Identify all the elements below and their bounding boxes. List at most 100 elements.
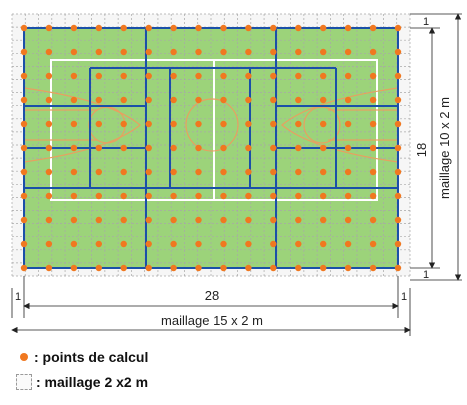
legend-points-label: : points de calcul [34, 349, 149, 365]
calc-point [70, 72, 78, 80]
calc-point [95, 96, 103, 104]
calc-point [195, 24, 202, 32]
calc-point [145, 264, 152, 272]
calc-point [120, 120, 127, 128]
dimension-height [410, 13, 462, 281]
dimension-width [11, 276, 411, 336]
calc-point [120, 144, 127, 152]
calc-point [369, 192, 377, 200]
calc-point [295, 216, 302, 224]
calc-point [245, 264, 252, 272]
calc-point [344, 264, 352, 272]
calc-point [20, 48, 28, 56]
calc-point [369, 48, 377, 56]
field-height-label: 18 [414, 143, 429, 157]
calc-point [369, 240, 377, 248]
calc-point [170, 192, 177, 200]
calc-point [270, 144, 277, 152]
field-width-label: 28 [205, 288, 219, 303]
calc-point [220, 72, 227, 80]
calc-point [220, 96, 227, 104]
calc-point [95, 72, 103, 80]
calc-point [245, 192, 252, 200]
calc-point [20, 168, 28, 176]
calc-point [220, 120, 227, 128]
calc-point [70, 24, 78, 32]
legend-grid-label: : maillage 2 x2 m [36, 374, 149, 390]
calc-point [394, 264, 402, 272]
calc-point [220, 264, 227, 272]
calc-point [95, 24, 103, 32]
calc-point [45, 24, 53, 32]
calc-point [320, 168, 327, 176]
calc-point [45, 48, 53, 56]
calc-point [320, 48, 327, 56]
calc-point [120, 216, 127, 224]
calc-point [170, 144, 177, 152]
calc-point [20, 144, 28, 152]
calc-point [170, 96, 177, 104]
center-circle [185, 98, 239, 152]
calc-point-icon [20, 353, 28, 361]
calc-point [394, 120, 402, 128]
calc-point [195, 48, 202, 56]
calc-point [270, 216, 277, 224]
calc-point [145, 120, 152, 128]
legend-points: : points de calcul [10, 349, 148, 365]
calc-point [170, 240, 177, 248]
calc-point [45, 192, 53, 200]
calc-point [70, 192, 78, 200]
calc-point [170, 216, 177, 224]
calc-point [295, 240, 302, 248]
calc-point [295, 96, 302, 104]
margin-bottom-label: 1 [423, 269, 429, 281]
calc-point [20, 24, 28, 32]
calc-point [245, 48, 252, 56]
margin-right-label: 1 [401, 291, 407, 303]
calc-point [195, 120, 202, 128]
calc-point [95, 216, 103, 224]
calc-point [394, 216, 402, 224]
calc-point [220, 144, 227, 152]
calc-point [170, 48, 177, 56]
calc-point [70, 240, 78, 248]
calc-point [369, 144, 377, 152]
calc-point [95, 192, 103, 200]
calc-point [145, 144, 152, 152]
calc-point [320, 240, 327, 248]
calc-point [220, 240, 227, 248]
calc-point [195, 72, 202, 80]
calc-point [45, 72, 53, 80]
calc-point [120, 240, 127, 248]
calc-point [95, 240, 103, 248]
calc-point [45, 96, 53, 104]
calc-point [120, 264, 127, 272]
calc-point [344, 24, 352, 32]
calc-point [320, 120, 327, 128]
calculation-points [20, 24, 402, 272]
calc-point [320, 24, 327, 32]
calc-point [344, 168, 352, 176]
calc-point [145, 240, 152, 248]
calc-point [170, 120, 177, 128]
calc-point [220, 168, 227, 176]
mesh-horizontal-label: maillage 15 x 2 m [161, 313, 263, 328]
calc-point [369, 72, 377, 80]
calc-point [295, 48, 302, 56]
calc-point [270, 96, 277, 104]
calc-point [20, 96, 28, 104]
calc-point [120, 72, 127, 80]
calc-point [344, 72, 352, 80]
calc-point [20, 72, 28, 80]
calc-point [245, 168, 252, 176]
calc-point [195, 192, 202, 200]
calc-point [220, 24, 227, 32]
calc-point [320, 72, 327, 80]
calc-point [70, 48, 78, 56]
calc-point [369, 24, 377, 32]
calc-point [195, 264, 202, 272]
calc-point [394, 144, 402, 152]
calc-point [195, 216, 202, 224]
calc-point [245, 144, 252, 152]
calc-point [245, 72, 252, 80]
